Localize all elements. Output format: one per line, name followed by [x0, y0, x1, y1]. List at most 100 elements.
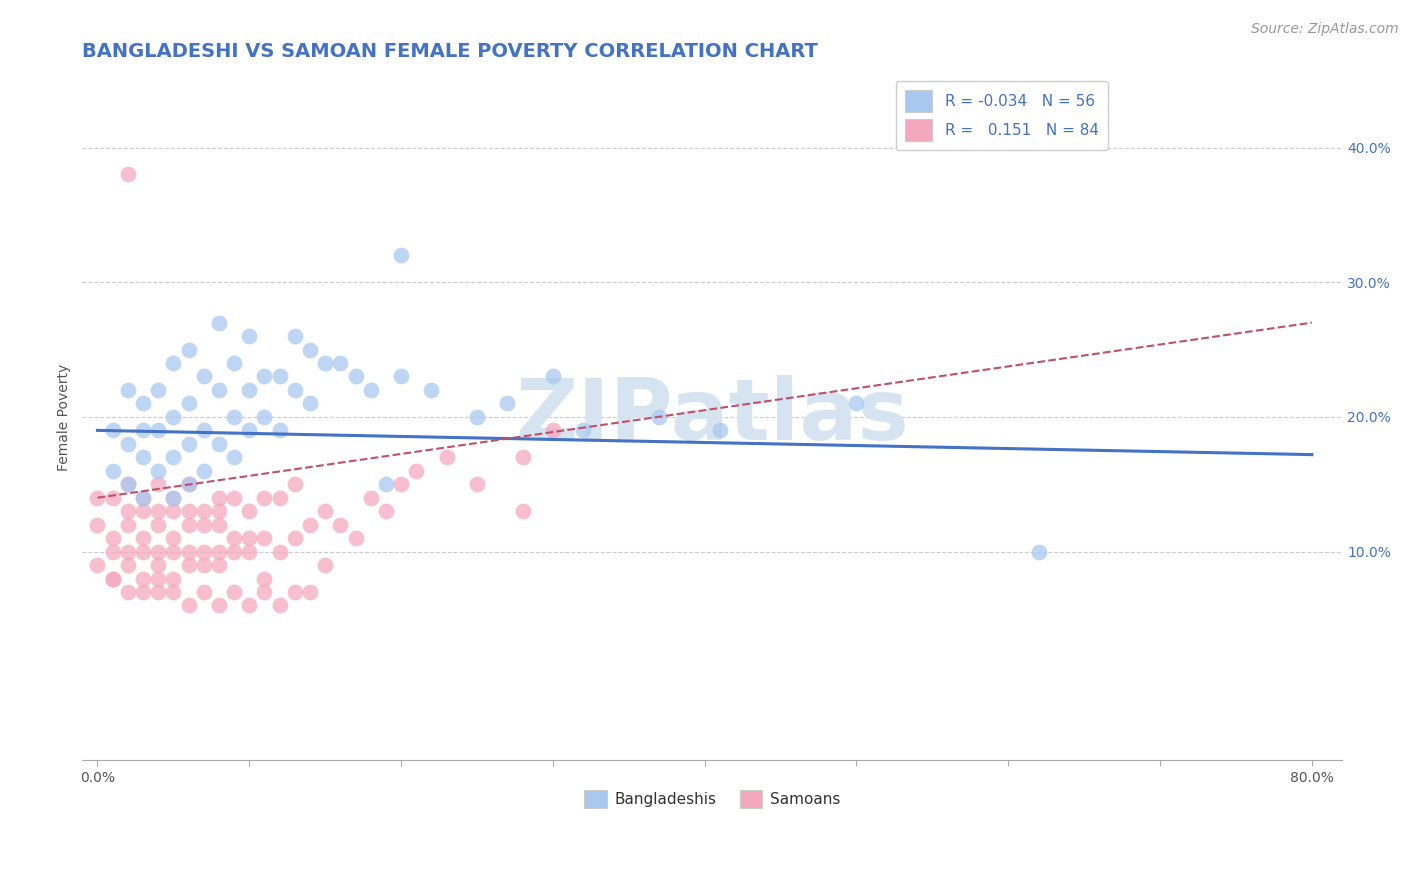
- Point: [177, 396, 200, 410]
- Point: [298, 396, 321, 410]
- Point: [253, 531, 276, 545]
- Point: [132, 450, 155, 465]
- Point: [208, 437, 231, 451]
- Point: [148, 517, 170, 532]
- Point: [193, 544, 215, 558]
- Point: [177, 477, 200, 491]
- Point: [389, 477, 412, 491]
- Point: [177, 558, 200, 572]
- Point: [253, 572, 276, 586]
- Point: [162, 531, 184, 545]
- Point: [269, 491, 291, 505]
- Legend: Bangladeshis, Samoans: Bangladeshis, Samoans: [578, 784, 846, 814]
- Point: [132, 423, 155, 437]
- Point: [208, 544, 231, 558]
- Y-axis label: Female Poverty: Female Poverty: [58, 363, 72, 470]
- Point: [162, 491, 184, 505]
- Point: [420, 383, 443, 397]
- Point: [253, 585, 276, 599]
- Point: [148, 585, 170, 599]
- Point: [177, 544, 200, 558]
- Point: [177, 437, 200, 451]
- Point: [117, 477, 139, 491]
- Point: [208, 491, 231, 505]
- Point: [360, 491, 382, 505]
- Point: [101, 544, 124, 558]
- Point: [162, 504, 184, 518]
- Point: [253, 409, 276, 424]
- Point: [162, 572, 184, 586]
- Point: [86, 491, 108, 505]
- Point: [101, 531, 124, 545]
- Point: [253, 369, 276, 384]
- Point: [148, 423, 170, 437]
- Point: [177, 599, 200, 613]
- Point: [512, 504, 534, 518]
- Point: [374, 477, 396, 491]
- Point: [132, 572, 155, 586]
- Point: [132, 396, 155, 410]
- Point: [117, 558, 139, 572]
- Point: [148, 572, 170, 586]
- Point: [132, 585, 155, 599]
- Point: [177, 477, 200, 491]
- Point: [541, 423, 564, 437]
- Point: [101, 572, 124, 586]
- Text: ZIPatlas: ZIPatlas: [516, 376, 910, 458]
- Point: [329, 356, 352, 370]
- Point: [208, 517, 231, 532]
- Point: [162, 356, 184, 370]
- Point: [238, 329, 260, 343]
- Point: [162, 585, 184, 599]
- Point: [269, 599, 291, 613]
- Point: [344, 369, 367, 384]
- Point: [709, 423, 731, 437]
- Point: [162, 491, 184, 505]
- Point: [162, 544, 184, 558]
- Point: [208, 599, 231, 613]
- Point: [314, 504, 336, 518]
- Point: [329, 517, 352, 532]
- Point: [222, 491, 245, 505]
- Point: [238, 504, 260, 518]
- Point: [253, 491, 276, 505]
- Point: [238, 383, 260, 397]
- Point: [132, 504, 155, 518]
- Point: [193, 464, 215, 478]
- Point: [298, 517, 321, 532]
- Point: [284, 531, 307, 545]
- Point: [193, 369, 215, 384]
- Point: [162, 450, 184, 465]
- Point: [222, 450, 245, 465]
- Point: [177, 517, 200, 532]
- Point: [117, 585, 139, 599]
- Point: [117, 437, 139, 451]
- Point: [238, 531, 260, 545]
- Point: [208, 558, 231, 572]
- Point: [1028, 544, 1050, 558]
- Point: [148, 477, 170, 491]
- Point: [193, 423, 215, 437]
- Point: [314, 356, 336, 370]
- Point: [193, 585, 215, 599]
- Point: [132, 491, 155, 505]
- Point: [269, 369, 291, 384]
- Point: [222, 409, 245, 424]
- Point: [269, 544, 291, 558]
- Point: [132, 531, 155, 545]
- Point: [314, 558, 336, 572]
- Point: [360, 383, 382, 397]
- Point: [177, 504, 200, 518]
- Point: [238, 423, 260, 437]
- Point: [101, 491, 124, 505]
- Point: [222, 356, 245, 370]
- Point: [389, 248, 412, 262]
- Point: [86, 517, 108, 532]
- Point: [496, 396, 519, 410]
- Point: [389, 369, 412, 384]
- Point: [162, 409, 184, 424]
- Point: [148, 544, 170, 558]
- Point: [101, 572, 124, 586]
- Point: [269, 423, 291, 437]
- Point: [117, 517, 139, 532]
